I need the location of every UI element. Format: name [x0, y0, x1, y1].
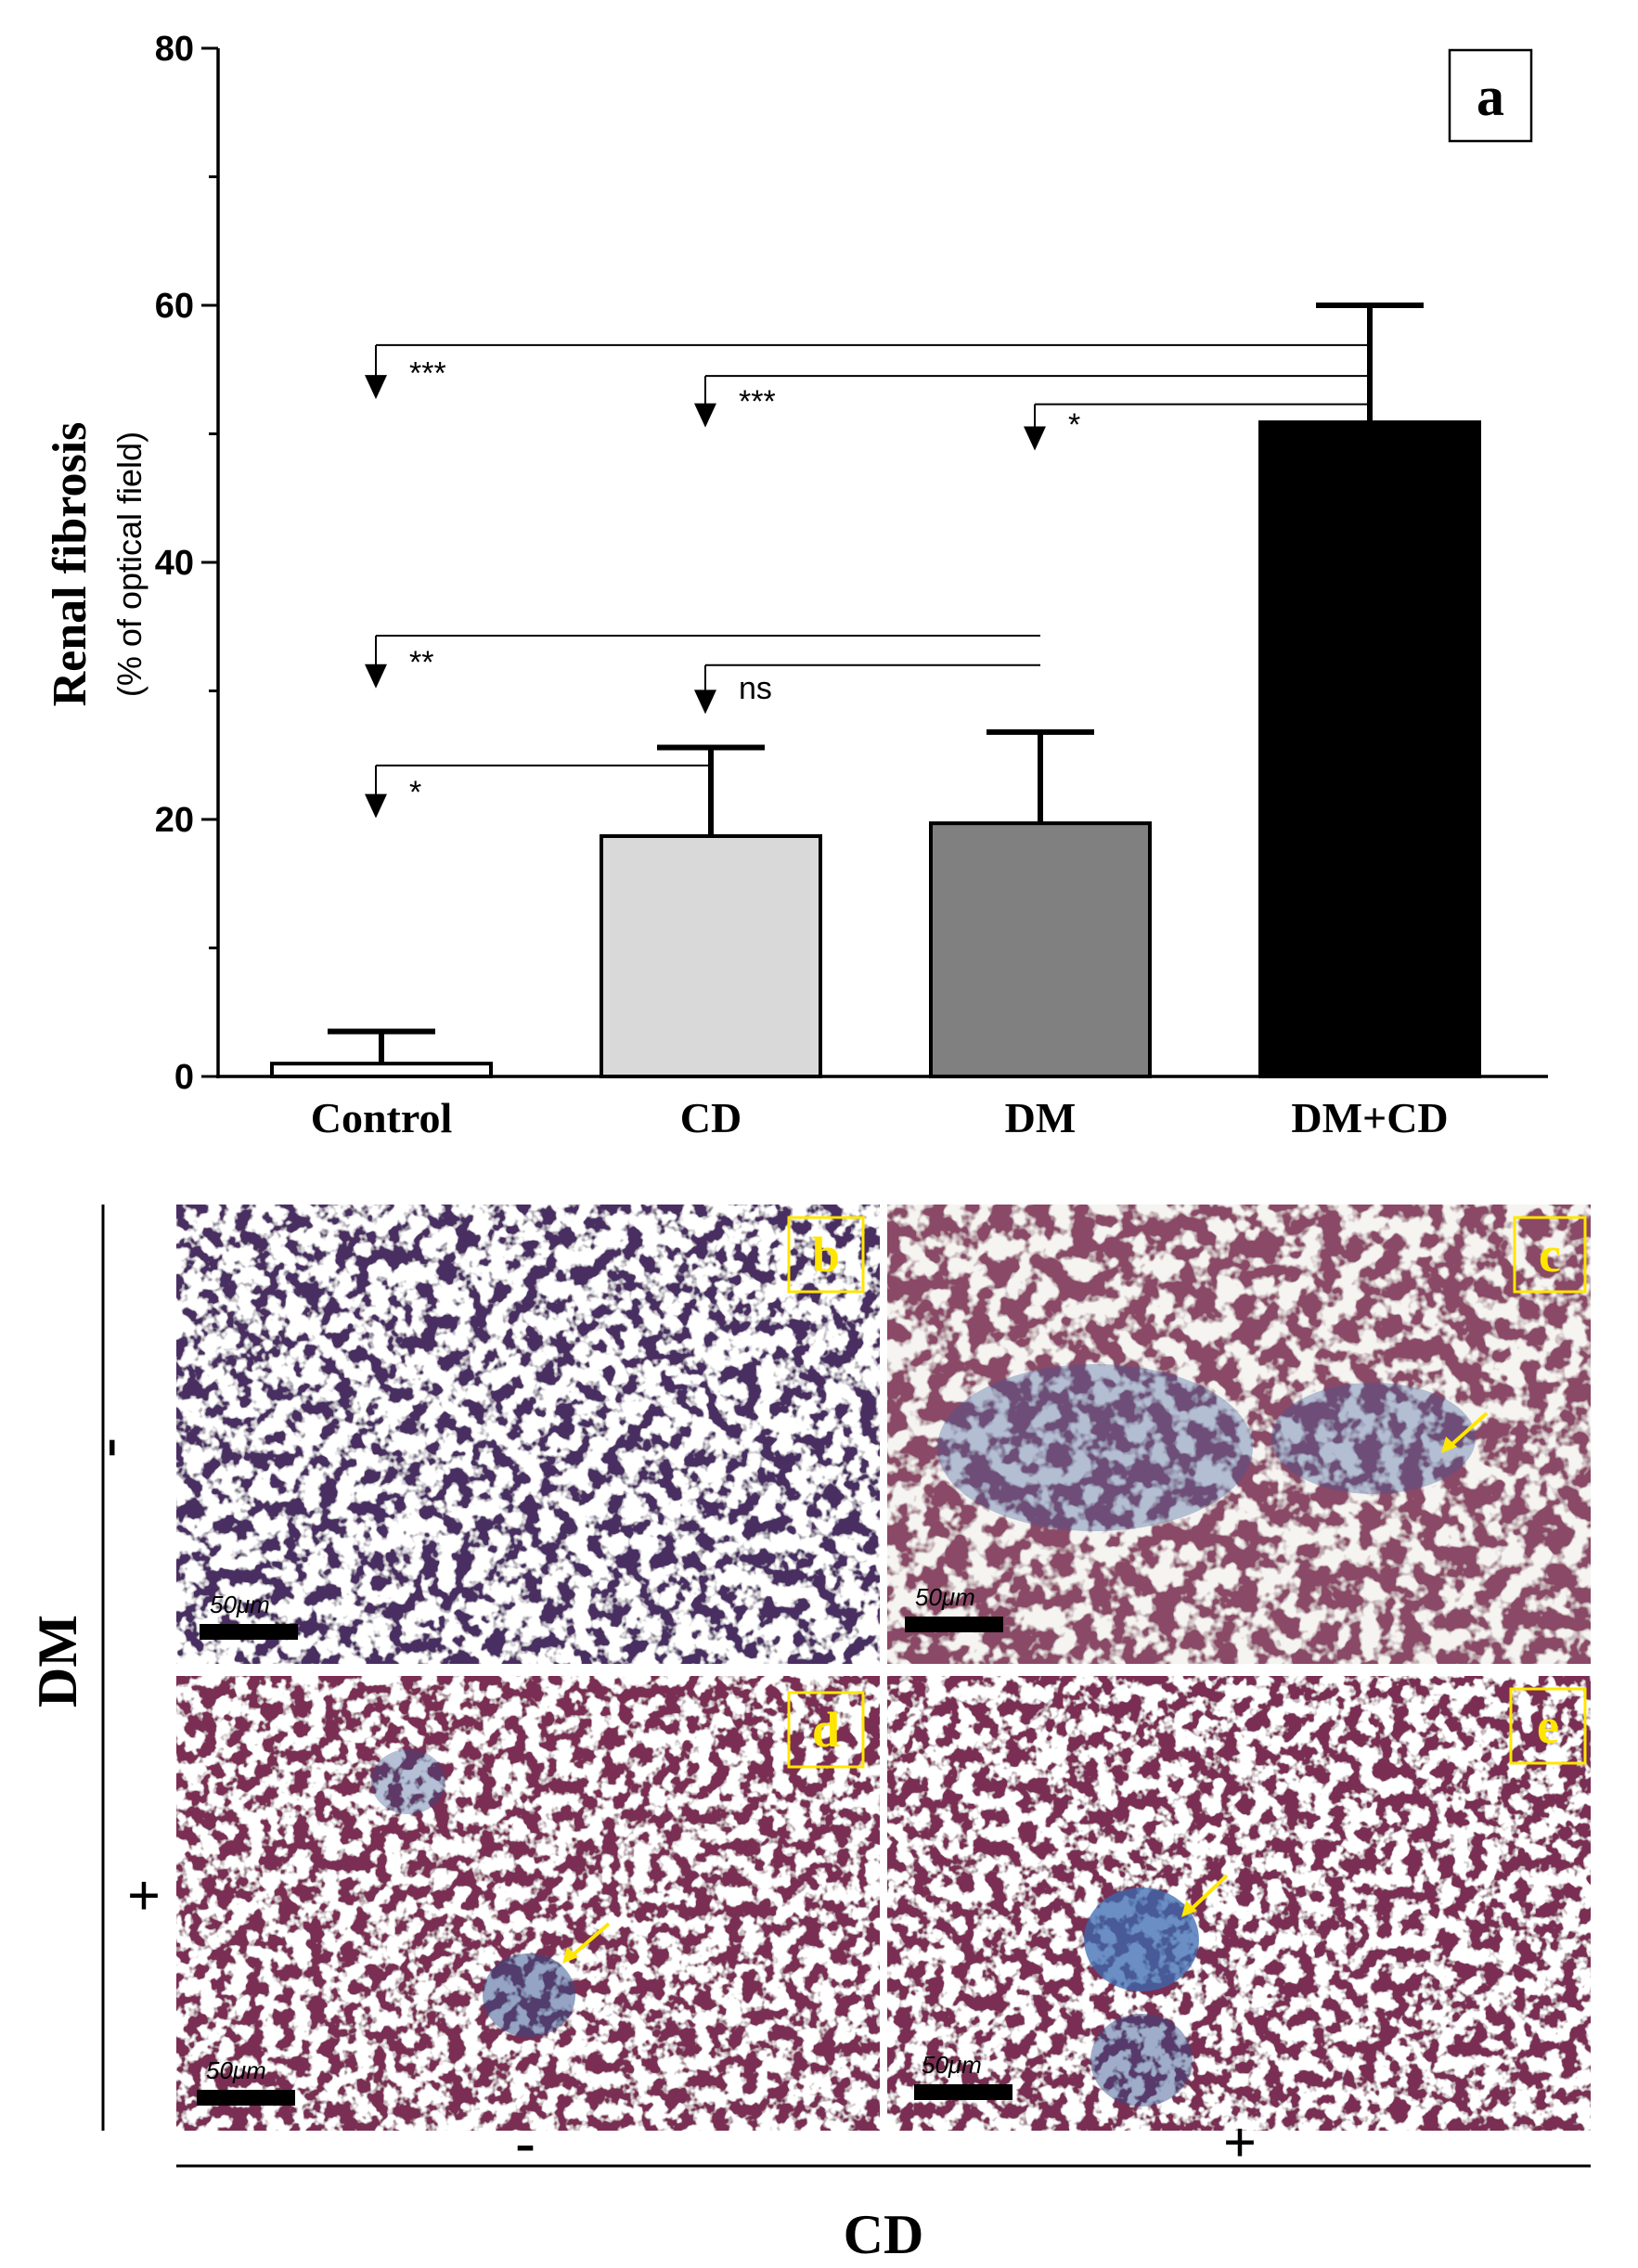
x-tick-label-CD: CD: [680, 1094, 742, 1141]
y-tick-label: 60: [155, 287, 194, 326]
dm-axis-title: DM: [27, 1615, 88, 1707]
y-tick-label: 0: [174, 1058, 194, 1097]
scale-bar-label: 50μm: [915, 1583, 975, 1611]
scale-bar-label: 50μm: [206, 2056, 266, 2084]
significance-label: ns: [739, 671, 772, 706]
x-tick-label-DM+CD: DM+CD: [1291, 1094, 1448, 1141]
significance-label: *: [409, 775, 421, 810]
micrograph-c-label-box: [1513, 1216, 1587, 1294]
fibrosis-arrow-c: [1441, 1411, 1489, 1453]
scale-bar: [914, 2084, 1012, 2100]
dm-row-label-minus: -: [73, 1437, 139, 1457]
y-tick-label: 40: [155, 544, 194, 583]
significance-label: ***: [739, 384, 776, 419]
bracket-arrowhead: [365, 664, 387, 689]
significance-bracket-Control-vs-CD: *: [365, 764, 711, 818]
bars: [270, 303, 1481, 1079]
y-tick-label: 80: [155, 30, 194, 69]
scale-bar: [905, 1617, 1003, 1632]
bracket-arrowhead: [1024, 426, 1046, 451]
micrograph-c: c 50μm: [887, 1205, 1591, 1664]
significance-label: *: [1068, 407, 1080, 443]
micrograph-b-label-box: [787, 1216, 865, 1294]
bar-DM: [929, 821, 1152, 1079]
bar-CD: [600, 834, 822, 1078]
micrograph-e-label: e: [1537, 1698, 1559, 1754]
y-axis-subtitle: (% of optical field): [110, 432, 148, 697]
significance-bracket-Control-vs-DM: **: [365, 634, 1040, 689]
y-tick-label: 20: [155, 801, 194, 840]
bracket-arrowhead: [694, 403, 716, 428]
fibrosis-arrow-e: [1181, 1874, 1229, 1917]
significance-bracket-CD-vs-DM: ns: [694, 664, 1040, 715]
significance-bracket-CD-vs-DM+CD: ***: [694, 375, 1370, 428]
bracket-arrowhead: [365, 793, 387, 818]
scale-bar-label: 50μm: [210, 1591, 270, 1618]
cd-axis-title: CD: [844, 2204, 924, 2265]
panel-label-a-box: a: [1448, 48, 1533, 143]
significance-label: ***: [409, 355, 446, 391]
bracket-arrowhead: [365, 375, 387, 400]
bar-Control: [270, 1062, 493, 1079]
significance-bracket-DM-vs-DM+CD: *: [1024, 403, 1370, 451]
x-tick-label-DM: DM: [1005, 1094, 1077, 1141]
micrograph-e-label-box: [1509, 1687, 1587, 1765]
significance-bracket-Control-vs-DM+CD: ***: [365, 343, 1370, 400]
scale-bar: [200, 1624, 298, 1640]
scale-bar-label: 50μm: [922, 2051, 982, 2079]
micrograph-c-label: c: [1539, 1227, 1561, 1282]
significance-label: **: [409, 645, 433, 680]
fibrosis-arrow-d: [562, 1922, 611, 1964]
y-axis-title: Renal fibrosis: [44, 422, 97, 707]
bracket-arrowhead: [694, 689, 716, 715]
bar-DM+CD: [1258, 420, 1481, 1079]
significance-brackets: *********ns*: [365, 343, 1370, 818]
panel-label-a: a: [1477, 66, 1504, 127]
micrograph-e: e 50μm: [887, 1676, 1591, 2131]
micrograph-d-label-box: [787, 1691, 865, 1769]
micrograph-grid: b 50μm c 50μm d: [27, 1205, 1591, 2265]
micrograph-b: b 50μm: [176, 1205, 880, 1664]
scale-bar: [197, 2090, 295, 2106]
x-tick-labels: Control CD DM DM+CD: [311, 1094, 1449, 1141]
cd-col-label-plus: +: [1223, 2109, 1257, 2175]
dm-row-label-plus: +: [127, 1862, 161, 1928]
micrograph-d-label: d: [812, 1702, 840, 1758]
y-ticks: 0 20 40 60 80: [155, 30, 218, 1097]
micrograph-b-label: b: [812, 1227, 840, 1282]
cd-col-label-minus: -: [515, 2109, 535, 2175]
micrograph-d: d 50μm: [176, 1676, 880, 2131]
x-tick-label-Control: Control: [311, 1094, 453, 1141]
y-axis: 0 20 40 60 80: [155, 30, 220, 1097]
